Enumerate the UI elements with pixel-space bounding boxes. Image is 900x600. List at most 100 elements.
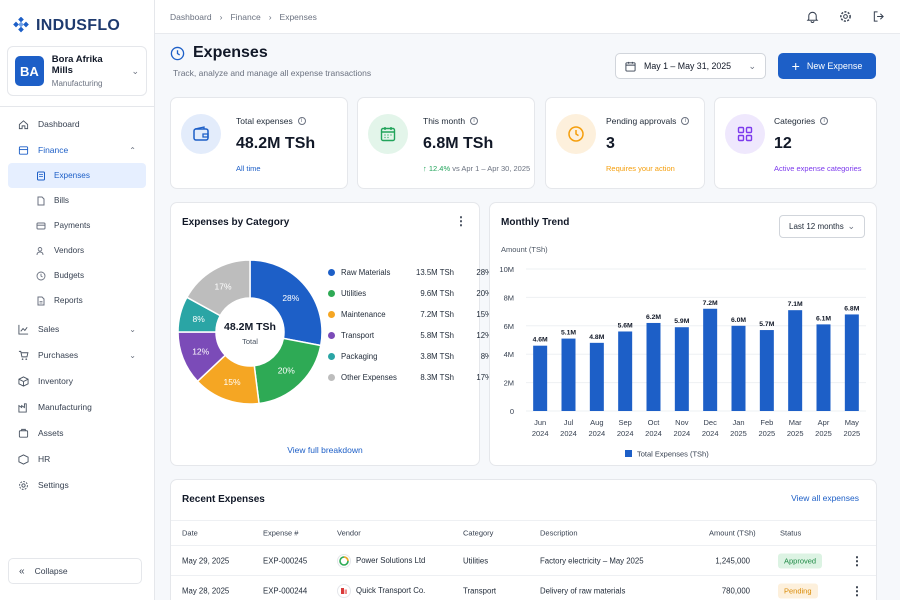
breadcrumb-finance[interactable]: Finance xyxy=(230,11,261,22)
nav-budgets[interactable]: Budgets xyxy=(8,263,146,288)
bar[interactable] xyxy=(618,331,633,411)
column-header[interactable]: Status xyxy=(780,528,802,538)
nav-inventory[interactable]: Inventory xyxy=(0,368,154,394)
trend-range-select[interactable]: Last 12 months ⌄ xyxy=(779,215,865,238)
table-row[interactable]: May 28, 2025 EXP-000244 Quick Transport … xyxy=(171,576,876,600)
x-tick-label: Jul xyxy=(564,418,574,427)
row-expense-number[interactable]: EXP-000245 xyxy=(263,556,308,565)
info-icon[interactable]: i xyxy=(297,117,306,125)
bar[interactable] xyxy=(731,325,746,411)
legend-label[interactable]: Total Expenses (TSh) xyxy=(637,450,709,459)
nav-assets[interactable]: Assets xyxy=(0,420,154,446)
nav-expenses[interactable]: Expenses xyxy=(8,163,146,188)
bar[interactable] xyxy=(788,310,803,411)
kpi-value: 3 xyxy=(606,135,615,152)
nav-dashboard[interactable]: Dashboard xyxy=(0,111,154,137)
more-vertical-icon[interactable]: ⋮ xyxy=(851,583,863,598)
row-category: Transport xyxy=(463,586,497,595)
legend-item[interactable]: Raw Materials 13.5M TSh 28% xyxy=(328,266,492,278)
info-icon[interactable]: i xyxy=(470,117,479,125)
column-header[interactable]: Vendor xyxy=(337,528,361,538)
logout-icon[interactable] xyxy=(872,10,885,23)
x-tick-year: 2025 xyxy=(730,429,747,438)
donut-slice[interactable] xyxy=(249,259,323,347)
kpi-icon-wrap xyxy=(368,114,408,154)
column-header[interactable]: Amount (TSh) xyxy=(709,528,756,538)
legend-item[interactable]: Other Expenses 8.3M TSh 17% xyxy=(328,371,492,383)
nav-manufacturing[interactable]: Manufacturing xyxy=(0,394,154,420)
bar[interactable] xyxy=(816,324,831,411)
org-type: Manufacturing xyxy=(51,79,103,88)
date-range-value: May 1 – May 31, 2025 xyxy=(644,61,732,71)
donut-slice[interactable] xyxy=(185,259,251,317)
row-vendor[interactable]: Power Solutions Ltd xyxy=(337,553,425,568)
y-tick-label: 2M xyxy=(504,379,514,388)
nav-vendors[interactable]: Vendors xyxy=(8,238,146,263)
vendor-logo-icon xyxy=(337,553,351,568)
info-icon[interactable]: i xyxy=(820,117,829,125)
column-header[interactable]: Description xyxy=(540,528,578,538)
x-tick-year: 2024 xyxy=(645,429,662,438)
view-all-expenses-link[interactable]: View all expenses xyxy=(791,493,859,503)
view-full-breakdown-link[interactable]: View full breakdown xyxy=(287,445,363,455)
legend-item[interactable]: Utilities 9.6M TSh 20% xyxy=(328,287,492,299)
row-description: Delivery of raw materials xyxy=(540,586,626,595)
legend-swatch xyxy=(328,331,335,339)
nav-finance[interactable]: Finance ⌃ xyxy=(0,137,154,163)
legend-percent: 8% xyxy=(480,351,492,361)
bar[interactable] xyxy=(646,322,661,411)
bar[interactable] xyxy=(561,338,576,411)
row-expense-number[interactable]: EXP-000244 xyxy=(263,586,308,595)
monthly-trend-chart: Amount (TSh) 0 2M 4M 6M 8M 10M 4.6M Jun 2024 5.1M J… xyxy=(499,245,866,459)
donut-slice-label: 12% xyxy=(192,347,209,357)
more-vertical-icon[interactable]: ⋮ xyxy=(851,553,863,568)
new-expense-button[interactable]: + New Expense xyxy=(778,53,876,79)
donut-slice-label: 28% xyxy=(282,293,299,303)
x-tick-year: 2024 xyxy=(673,429,690,438)
column-header[interactable]: Date xyxy=(182,528,198,538)
legend-item[interactable]: Packaging 3.8M TSh 8% xyxy=(328,350,492,362)
chevron-down-icon: ⌄ xyxy=(129,350,136,360)
kpi-note: Requires your action xyxy=(606,164,675,173)
bar-value-label: 5.1M xyxy=(561,330,576,337)
bar[interactable] xyxy=(759,330,774,411)
logo[interactable]: INDUSFLO xyxy=(0,0,154,40)
bar-value-label: 6.8M xyxy=(844,305,859,312)
bell-icon[interactable] xyxy=(806,10,819,23)
nav-bills[interactable]: Bills xyxy=(8,188,146,213)
gear-icon[interactable] xyxy=(839,10,852,23)
nav-sales[interactable]: Sales ⌄ xyxy=(0,316,154,342)
legend-item[interactable]: Transport 5.8M TSh 12% xyxy=(328,329,492,341)
collapse-icon: « xyxy=(19,565,25,577)
users-icon xyxy=(36,246,46,256)
donut-slice-label: 17% xyxy=(215,281,232,291)
nav-payments[interactable]: Payments xyxy=(8,213,146,238)
grid-icon xyxy=(737,126,753,142)
nav-hr[interactable]: HR xyxy=(0,446,154,472)
bar[interactable] xyxy=(703,308,718,411)
bar[interactable] xyxy=(533,345,548,411)
more-vertical-icon[interactable]: ⋮ xyxy=(455,214,467,228)
legend-item[interactable]: Maintenance 7.2M TSh 15% xyxy=(328,308,492,320)
nav-reports[interactable]: Reports xyxy=(8,288,146,313)
date-range-picker[interactable]: May 1 – May 31, 2025 ⌄ xyxy=(615,53,766,79)
bar-value-label: 7.1M xyxy=(788,301,803,308)
panel-title: Expenses by Category xyxy=(182,217,290,228)
info-icon[interactable]: i xyxy=(681,117,690,125)
nav-settings[interactable]: Settings xyxy=(0,472,154,498)
row-vendor[interactable]: Quick Transport Co. xyxy=(337,583,425,598)
kpi-compare: vs Apr 1 – Apr 30, 2025 xyxy=(452,164,531,173)
legend-swatch xyxy=(328,352,335,360)
column-header[interactable]: Expense # xyxy=(263,528,299,538)
column-header[interactable]: Category xyxy=(463,528,494,538)
row-description: Factory electricity – May 2025 xyxy=(540,556,644,565)
org-switcher[interactable]: BA Bora Afrika Mills Manufacturing ⌄ xyxy=(7,46,147,96)
bar[interactable] xyxy=(674,327,689,411)
breadcrumb-dashboard[interactable]: Dashboard xyxy=(170,11,212,22)
breadcrumb-expenses: Expenses xyxy=(279,11,317,22)
collapse-button[interactable]: « Collapse xyxy=(8,558,142,584)
bar[interactable] xyxy=(844,314,859,411)
bar[interactable] xyxy=(589,342,604,411)
table-row[interactable]: May 29, 2025 EXP-000245 Power Solutions … xyxy=(171,546,876,576)
nav-purchases[interactable]: Purchases ⌄ xyxy=(0,342,154,368)
